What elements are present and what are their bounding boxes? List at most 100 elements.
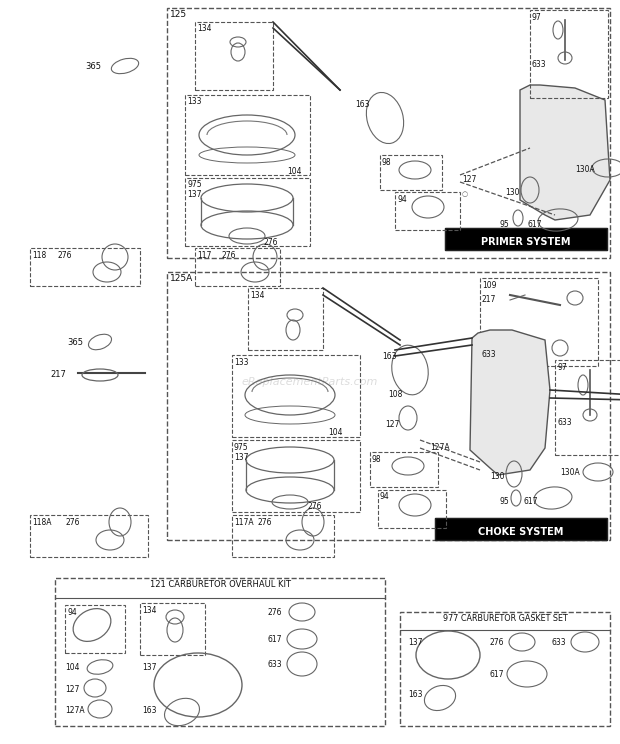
Bar (195, 22, 273, 90)
Bar (30, 248, 140, 286)
Bar (555, 360, 620, 455)
Bar (65, 605, 125, 653)
Bar (445, 228, 607, 250)
Text: 137: 137 (408, 638, 422, 647)
Text: 134: 134 (250, 291, 265, 300)
Text: 104: 104 (287, 167, 301, 176)
Text: eReplacementParts.com: eReplacementParts.com (242, 377, 378, 387)
Bar (232, 515, 334, 557)
Text: 276: 276 (57, 251, 71, 260)
Text: 276: 276 (268, 608, 283, 617)
Text: 163: 163 (355, 100, 370, 109)
Text: 276: 276 (263, 238, 278, 247)
Text: 97: 97 (532, 13, 542, 22)
Text: 633: 633 (482, 350, 497, 359)
Bar (140, 603, 205, 655)
Polygon shape (470, 330, 550, 475)
Text: 633: 633 (552, 638, 567, 647)
Text: 104: 104 (328, 428, 342, 437)
Bar (232, 440, 360, 512)
Text: 633: 633 (532, 60, 547, 69)
Bar (395, 192, 460, 230)
Bar (530, 10, 608, 98)
Polygon shape (520, 85, 610, 220)
Text: 977 CARBURETOR GASKET SET: 977 CARBURETOR GASKET SET (443, 614, 567, 623)
Text: 117: 117 (197, 251, 211, 260)
Text: 125: 125 (170, 10, 187, 19)
Text: 127A: 127A (430, 443, 450, 452)
Bar (232, 355, 360, 437)
Text: 118A: 118A (32, 518, 51, 527)
Text: PRIMER SYSTEM: PRIMER SYSTEM (481, 237, 571, 247)
Text: 133: 133 (234, 358, 249, 367)
Text: 121 CARBURETOR OVERHAUL KIT: 121 CARBURETOR OVERHAUL KIT (149, 580, 291, 589)
Bar (370, 452, 438, 487)
Text: ○: ○ (462, 191, 468, 197)
Text: 127: 127 (462, 175, 476, 184)
Bar (435, 518, 607, 540)
Text: 163: 163 (408, 690, 422, 699)
Text: 118: 118 (32, 251, 46, 260)
Text: 617: 617 (527, 220, 541, 229)
Text: 137: 137 (234, 453, 249, 462)
Text: 633: 633 (268, 660, 283, 669)
Text: 217: 217 (482, 295, 497, 304)
Text: 133: 133 (187, 97, 202, 106)
Text: 108: 108 (388, 390, 402, 399)
Text: 217: 217 (50, 370, 66, 379)
Text: 276: 276 (222, 251, 236, 260)
Text: 276: 276 (490, 638, 505, 647)
Bar (480, 278, 598, 366)
Bar (435, 518, 607, 540)
Text: 617: 617 (490, 670, 505, 679)
Text: 975: 975 (187, 180, 202, 189)
Bar (380, 155, 442, 190)
Text: 95: 95 (500, 497, 510, 506)
Text: 137: 137 (142, 663, 156, 672)
Text: 130: 130 (505, 188, 520, 197)
Bar (185, 95, 310, 175)
Text: 97: 97 (557, 363, 567, 372)
Text: 127: 127 (65, 685, 79, 694)
Text: 365: 365 (67, 338, 83, 347)
Text: CHOKE SYSTEM: CHOKE SYSTEM (478, 527, 564, 537)
Text: 617: 617 (523, 497, 538, 506)
Text: 98: 98 (382, 158, 392, 167)
Text: 975: 975 (234, 443, 249, 452)
Text: 94: 94 (67, 608, 77, 617)
Text: 163: 163 (142, 706, 156, 715)
Text: 137: 137 (187, 190, 202, 199)
Text: 134: 134 (142, 606, 156, 615)
Bar (195, 248, 280, 286)
Text: 98: 98 (372, 455, 382, 464)
Text: 276: 276 (308, 502, 322, 511)
Bar (445, 228, 607, 250)
Text: 130: 130 (490, 472, 505, 481)
Bar (185, 178, 310, 246)
Text: 94: 94 (397, 195, 407, 204)
Text: 617: 617 (268, 635, 283, 644)
Bar (400, 612, 610, 726)
Text: 94: 94 (380, 492, 390, 501)
Text: 276: 276 (258, 518, 273, 527)
Text: 125A: 125A (170, 274, 193, 283)
Text: 104: 104 (65, 663, 79, 672)
Text: 276: 276 (65, 518, 79, 527)
Text: 163: 163 (382, 352, 397, 361)
Bar (167, 272, 610, 540)
Bar (248, 288, 323, 350)
Text: 109: 109 (482, 281, 497, 290)
Text: 95: 95 (500, 220, 510, 229)
Text: 633: 633 (557, 418, 572, 427)
Text: 130A: 130A (560, 468, 580, 477)
Text: 134: 134 (197, 24, 211, 33)
Bar (378, 490, 446, 528)
Text: 130A: 130A (575, 165, 595, 174)
Text: 127A: 127A (65, 706, 84, 715)
Text: 365: 365 (85, 62, 101, 71)
Bar (167, 8, 610, 258)
Bar (55, 578, 385, 726)
Text: 117A: 117A (234, 518, 254, 527)
Text: 127: 127 (385, 420, 399, 429)
Bar (30, 515, 148, 557)
